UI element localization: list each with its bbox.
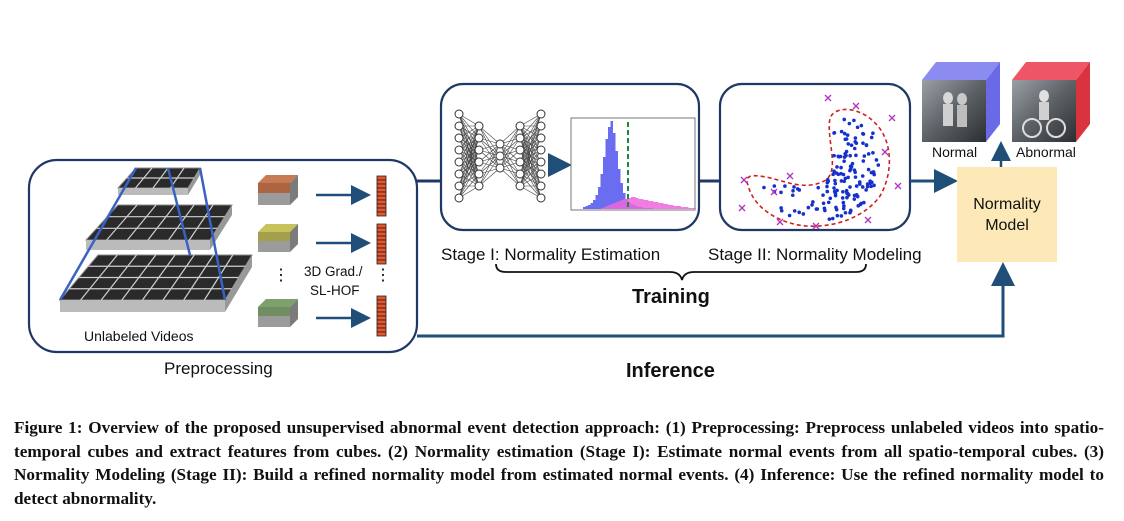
model-label-line2: Model <box>985 216 1029 234</box>
video-pyramid <box>58 167 253 312</box>
spatio-temporal-cube-2 <box>258 224 298 252</box>
autoencoder-network <box>454 109 546 203</box>
feature-label-line2: SL-HOF <box>310 283 360 298</box>
normal-label: Normal <box>932 144 978 160</box>
model-label-line1: Normality <box>973 195 1041 213</box>
inference-arrow <box>417 262 1015 338</box>
training-brace <box>495 263 867 281</box>
normality-boundary <box>746 108 891 227</box>
score-histogram <box>570 117 696 211</box>
unlabeled-videos-label: Unlabeled Videos <box>84 328 194 344</box>
overview-figure: ⋮ ⋮ <box>27 62 1090 382</box>
preprocessing-label: Preprocessing <box>164 359 273 378</box>
stage2-label: Stage II: Normality Modeling <box>708 245 922 264</box>
stage1-label: Stage I: Normality Estimation <box>441 245 661 264</box>
figure-caption: Figure 1: Overview of the proposed unsup… <box>14 418 1104 508</box>
training-label: Training <box>632 286 710 308</box>
spatio-temporal-cube-3 <box>258 299 298 327</box>
normality-scatter <box>738 94 902 230</box>
inference-label: Inference <box>626 360 715 382</box>
ellipsis-dots-features: ⋮ <box>375 267 391 284</box>
ellipsis-dots-cubes: ⋮ <box>273 267 289 284</box>
feature-vectors <box>376 175 387 337</box>
abnormal-label: Abnormal <box>1016 144 1076 160</box>
normality-model-box: Normality Model <box>957 167 1057 262</box>
normal-event-cube <box>922 62 1000 142</box>
stage2-box <box>718 82 912 232</box>
abnormal-event-cube <box>1012 62 1090 142</box>
spatio-temporal-cube-1 <box>258 175 298 205</box>
figure-graphics: ⋮ ⋮ <box>27 62 1090 354</box>
feature-label-line1: 3D Grad./ <box>304 264 363 279</box>
